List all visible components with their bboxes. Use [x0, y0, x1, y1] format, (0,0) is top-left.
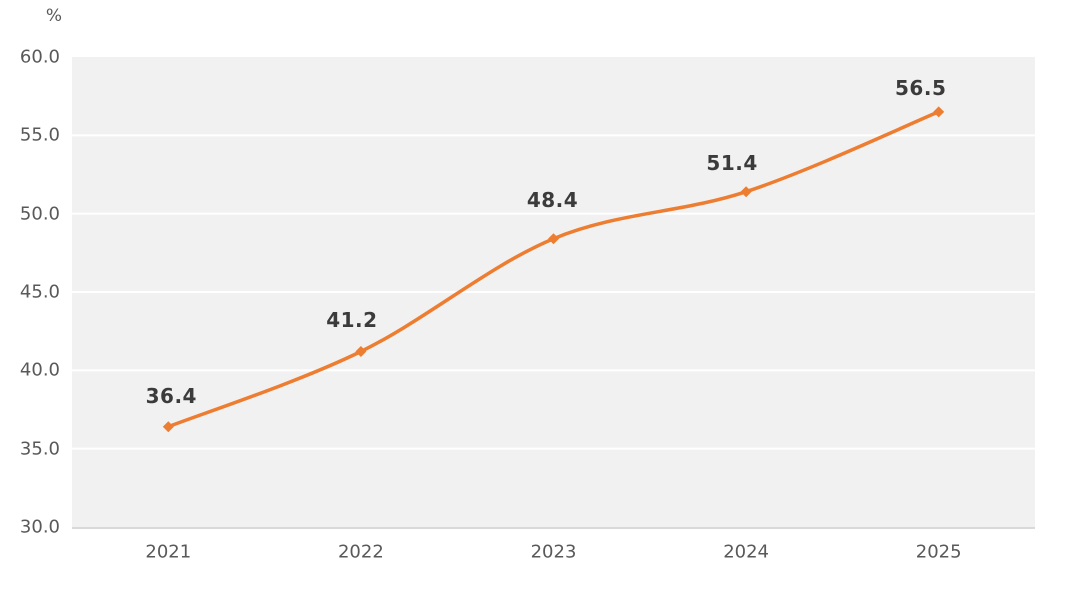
data-point-label: 56.5 [895, 75, 947, 100]
data-point-label: 36.4 [145, 383, 197, 408]
data-point-marker [548, 233, 559, 245]
x-axis-tick-label: 2021 [145, 541, 192, 563]
x-axis-tick-label: 2025 [915, 541, 962, 563]
y-axis-tick-label: 60.0 [19, 46, 60, 68]
y-axis-tick-label: 35.0 [19, 438, 60, 460]
data-point-label: 48.4 [526, 187, 579, 212]
data-point-marker [933, 106, 945, 118]
data-point-label: 51.4 [706, 150, 758, 175]
x-axis-tick-label: 2024 [723, 541, 769, 563]
y-axis-tick-label: 45.0 [19, 281, 60, 303]
data-point-marker [740, 186, 752, 198]
y-axis-tick-label: 50.0 [19, 203, 60, 225]
data-point-label: 41.2 [326, 307, 378, 332]
series-line [166, 110, 941, 429]
x-axis-tick-label: 2022 [337, 541, 384, 563]
y-axis-tick-label: 30.0 [19, 516, 60, 538]
y-axis-tick-label: 55.0 [19, 124, 60, 146]
data-point-marker [355, 346, 367, 358]
x-axis-tick-label: 2023 [530, 541, 577, 563]
y-axis-unit-label: % [45, 6, 62, 26]
y-axis-tick-label: 40.0 [19, 359, 60, 381]
data-point-marker [162, 421, 174, 433]
